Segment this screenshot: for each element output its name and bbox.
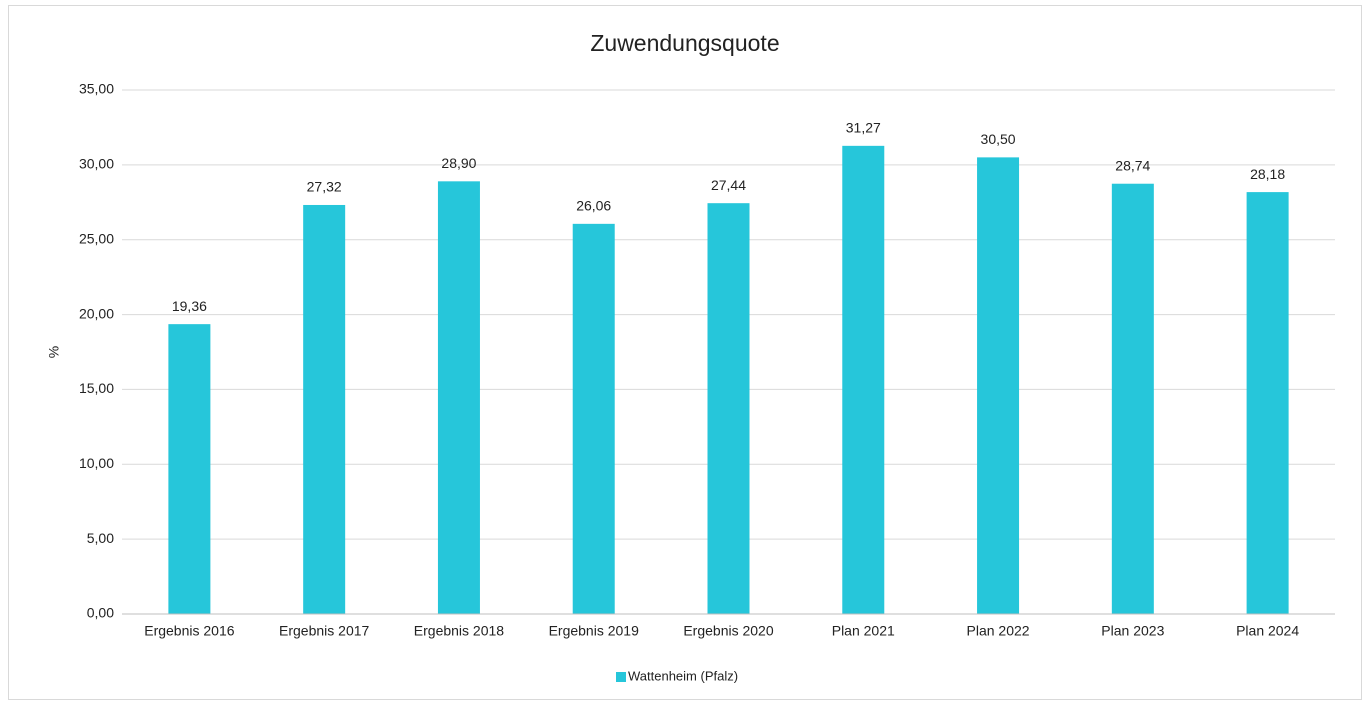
y-tick-label: 5,00 — [87, 530, 114, 546]
x-tick-label: Ergebnis 2017 — [279, 623, 370, 639]
x-tick-label: Plan 2023 — [1101, 623, 1164, 639]
bar — [707, 203, 750, 614]
data-label: 26,06 — [576, 198, 611, 214]
chart-title: Zuwendungsquote — [590, 30, 779, 56]
x-tick-label: Ergebnis 2016 — [144, 623, 235, 639]
y-tick-label: 25,00 — [79, 230, 114, 246]
chart-frame — [8, 5, 1362, 700]
y-tick-label: 10,00 — [79, 455, 114, 471]
bar — [168, 324, 211, 614]
data-label: 31,27 — [846, 120, 881, 136]
y-tick-label: 30,00 — [79, 156, 114, 172]
bar — [977, 157, 1020, 614]
data-label: 27,32 — [307, 179, 342, 195]
y-tick-label: 15,00 — [79, 380, 114, 396]
legend-swatch — [616, 672, 626, 682]
bar — [572, 223, 615, 614]
data-label: 28,90 — [441, 155, 476, 171]
data-label: 19,36 — [172, 298, 207, 314]
x-tick-label: Ergebnis 2020 — [683, 623, 774, 639]
y-tick-label: 35,00 — [79, 81, 114, 97]
y-tick-label: 20,00 — [79, 305, 114, 321]
bar — [437, 181, 480, 614]
x-tick-label: Plan 2022 — [967, 623, 1030, 639]
bar — [303, 204, 346, 614]
data-label: 30,50 — [981, 131, 1016, 147]
x-tick-label: Plan 2021 — [832, 623, 895, 639]
x-tick-label: Plan 2024 — [1236, 623, 1299, 639]
data-label: 28,18 — [1250, 166, 1285, 182]
y-tick-label: 0,00 — [87, 605, 114, 621]
bar — [1246, 192, 1289, 614]
data-label: 28,74 — [1115, 157, 1150, 173]
bar — [1111, 183, 1154, 615]
data-label: 27,44 — [711, 177, 746, 193]
bar — [842, 145, 885, 614]
y-axis-label: % — [46, 346, 62, 358]
legend-label: Wattenheim (Pfalz) — [628, 668, 738, 683]
x-tick-label: Ergebnis 2018 — [414, 623, 505, 639]
x-tick-label: Ergebnis 2019 — [549, 623, 640, 639]
